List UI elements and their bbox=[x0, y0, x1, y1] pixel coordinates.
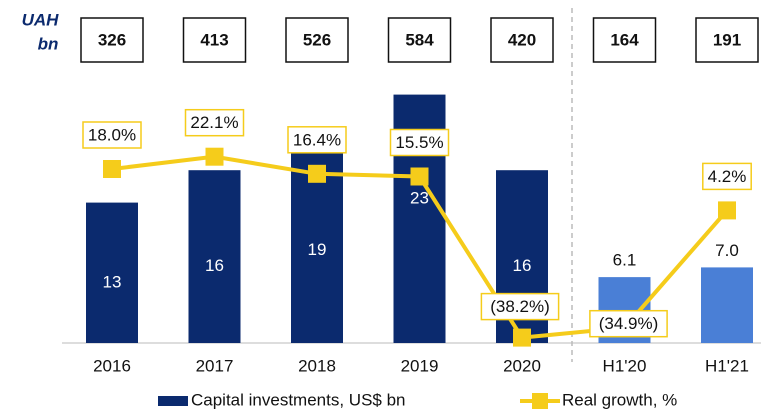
bar-value-label: 7.0 bbox=[715, 241, 739, 260]
x-tick-label: 2016 bbox=[93, 356, 131, 375]
bar-value-label: 23 bbox=[410, 188, 429, 207]
line-marker bbox=[410, 167, 429, 186]
x-tick-label: H1'20 bbox=[603, 356, 647, 375]
line-label-box bbox=[480, 292, 560, 321]
uah-value: 191 bbox=[713, 30, 741, 49]
uah-box bbox=[80, 17, 144, 63]
uah-box bbox=[695, 17, 759, 63]
line-marker bbox=[308, 164, 326, 183]
line-marker bbox=[513, 328, 531, 347]
bar-value-label: 6.1 bbox=[613, 251, 637, 270]
line-marker bbox=[103, 160, 121, 178]
bar bbox=[701, 267, 753, 343]
uah-value: 420 bbox=[508, 30, 536, 49]
line-label-box bbox=[589, 309, 668, 338]
bar-value-label: 19 bbox=[308, 240, 327, 259]
line-label-box bbox=[389, 128, 450, 157]
line-value-label: 16.4% bbox=[293, 130, 341, 149]
uah-box bbox=[285, 17, 349, 63]
x-tick-label: H1'21 bbox=[705, 356, 749, 375]
bar bbox=[188, 170, 241, 343]
uah-box bbox=[490, 17, 554, 63]
line-value-label: 22.1% bbox=[190, 113, 238, 132]
legend-swatch bbox=[158, 396, 188, 406]
line-marker bbox=[718, 201, 736, 220]
bar-value-label: 16 bbox=[205, 256, 224, 275]
bar-value-label: 16 bbox=[513, 256, 532, 275]
uah-value: 326 bbox=[98, 30, 126, 49]
line-value-label: 4.2% bbox=[708, 167, 747, 186]
line-marker bbox=[205, 147, 224, 166]
uah-box bbox=[592, 17, 657, 63]
unit-label: UAH bbox=[22, 10, 60, 29]
bar bbox=[86, 202, 138, 343]
uah-value: 164 bbox=[610, 30, 639, 49]
line-value-label: (34.9%) bbox=[599, 314, 659, 333]
x-tick-label: 2020 bbox=[503, 356, 541, 375]
unit-label: bn bbox=[38, 34, 59, 53]
legend-label: Capital investments, US$ bn bbox=[191, 390, 406, 409]
line-value-label: 18.0% bbox=[88, 125, 136, 144]
line-value-label: 15.5% bbox=[395, 133, 443, 152]
x-tick-label: 2019 bbox=[401, 356, 439, 375]
line-label-box bbox=[702, 162, 752, 191]
bar-value-label: 13 bbox=[103, 272, 122, 291]
x-tick-label: 2018 bbox=[298, 356, 336, 375]
uah-value: 584 bbox=[405, 30, 434, 49]
uah-box bbox=[182, 17, 247, 63]
line-value-label: (38.2%) bbox=[490, 297, 550, 316]
line-label-box bbox=[287, 126, 347, 154]
uah-value: 526 bbox=[303, 30, 331, 49]
legend-swatch bbox=[532, 393, 548, 409]
line-label-box bbox=[82, 121, 142, 149]
line-label-box bbox=[184, 108, 245, 137]
uah-box bbox=[387, 17, 452, 63]
legend-label: Real growth, % bbox=[562, 390, 677, 409]
uah-value: 413 bbox=[200, 30, 228, 49]
x-tick-label: 2017 bbox=[196, 356, 234, 375]
